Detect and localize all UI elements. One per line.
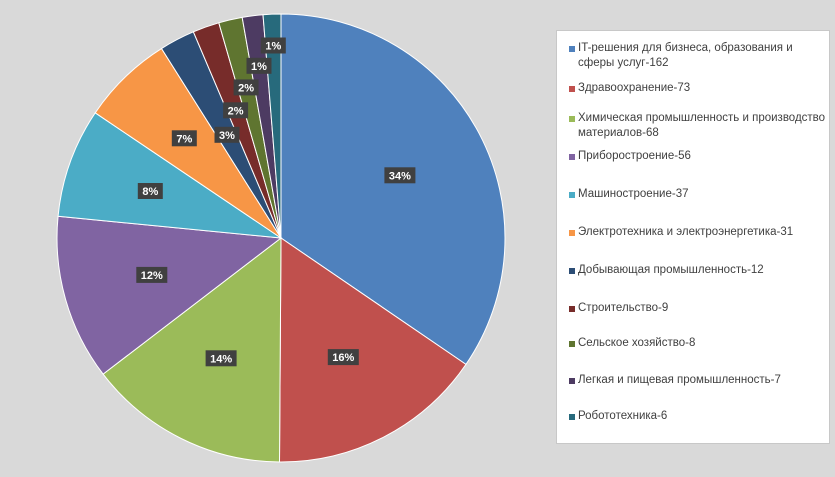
- slice-label-10: 1%: [260, 37, 286, 54]
- legend-label: Здравоохранение-73: [578, 82, 691, 94]
- legend-item: Легкая и пищевая промышленность-7: [569, 373, 827, 388]
- legend-swatch: [569, 341, 575, 347]
- slice-label-8: 2%: [233, 79, 259, 96]
- slice-label-box: [327, 349, 359, 366]
- legend-swatch: [569, 46, 575, 52]
- legend-swatch: [569, 378, 575, 384]
- slice-label-7: 2%: [223, 102, 249, 119]
- slice-label-box: [214, 126, 240, 143]
- pie-slice-2: [102, 236, 282, 463]
- legend-label: Легкая и пищевая промышленность-7: [578, 374, 781, 386]
- legend: IT-решения для бизнеса, образования и сф…: [556, 30, 830, 444]
- legend-label: IT-решения для бизнеса, образования и сф…: [578, 42, 793, 69]
- slice-label-text: 2%: [228, 105, 244, 117]
- slice-label-text: 34%: [389, 170, 411, 182]
- slice-label-box: [223, 102, 249, 119]
- slice-label-3: 12%: [136, 266, 168, 283]
- slice-label-text: 1%: [265, 41, 281, 53]
- slice-label-box: [171, 130, 197, 147]
- legend-swatch: [569, 116, 575, 122]
- legend-item: Химическая промышленность и производство…: [569, 111, 827, 141]
- slice-label-text: 8%: [142, 186, 158, 198]
- legend-label: Химическая промышленность и производство…: [578, 112, 826, 139]
- legend-swatch: [569, 306, 575, 312]
- slice-label-box: [246, 57, 272, 74]
- legend-item: IT-решения для бизнеса, образования и сф…: [569, 41, 827, 71]
- legend-item: Здравоохранение-73: [569, 81, 827, 96]
- legend-label: Строительство-9: [578, 302, 669, 314]
- legend-label: Приборостроение-56: [578, 150, 691, 162]
- slice-label-5: 7%: [171, 130, 197, 147]
- legend-swatch: [569, 414, 575, 420]
- slice-label-text: 7%: [176, 133, 192, 145]
- legend-swatch: [569, 230, 575, 236]
- legend-swatch: [569, 192, 575, 198]
- slice-label-0: 34%: [384, 167, 416, 184]
- legend-label: Электротехника и электроэнергетика-31: [578, 226, 794, 238]
- slice-label-text: 2%: [238, 82, 254, 94]
- slice-label-1: 16%: [327, 349, 359, 366]
- slice-label-9: 1%: [246, 57, 272, 74]
- slice-label-text: 14%: [210, 353, 232, 365]
- legend-label: Добывающая промышленность-12: [578, 264, 764, 276]
- slice-label-text: 16%: [332, 352, 354, 364]
- legend-label: Сельское хозяйство-8: [578, 337, 696, 349]
- legend-item: Сельское хозяйство-8: [569, 336, 827, 351]
- slice-label-box: [137, 183, 163, 199]
- slice-label-box: [205, 350, 237, 367]
- legend-label: Машиностроение-37: [578, 188, 689, 200]
- pie-slice-1: [278, 237, 467, 463]
- legend-swatch: [569, 268, 575, 274]
- legend-swatch: [569, 154, 575, 160]
- slice-labels: 34% 16% 14% 12% 8% 7% 3% 2% 2% 1% 1%: [136, 37, 416, 367]
- slice-label-4: 8%: [137, 183, 163, 199]
- slice-label-6: 3%: [214, 126, 240, 143]
- pie-slice-3: [56, 215, 283, 375]
- legend-swatch: [569, 86, 575, 92]
- slice-label-text: 3%: [219, 130, 235, 142]
- legend-item: Строительство-9: [569, 301, 827, 316]
- legend-item: Добывающая промышленность-12: [569, 263, 827, 278]
- slice-label-text: 12%: [141, 270, 163, 282]
- slice-label-2: 14%: [205, 350, 237, 367]
- legend-item: Электротехника и электроэнергетика-31: [569, 225, 827, 240]
- slice-label-box: [136, 266, 168, 283]
- legend-label: Робототехника-6: [578, 410, 668, 422]
- pie-slices: [56, 13, 506, 463]
- slice-label-box: [260, 37, 286, 54]
- legend-item: Робототехника-6: [569, 409, 827, 424]
- pie-slice-4: [57, 112, 282, 239]
- slice-label-box: [233, 79, 259, 96]
- slice-label-text: 1%: [251, 61, 267, 73]
- pie-slice-0: [280, 13, 506, 366]
- slice-label-box: [384, 167, 416, 184]
- legend-item: Приборостроение-56: [569, 149, 827, 164]
- legend-item: Машиностроение-37: [569, 187, 827, 202]
